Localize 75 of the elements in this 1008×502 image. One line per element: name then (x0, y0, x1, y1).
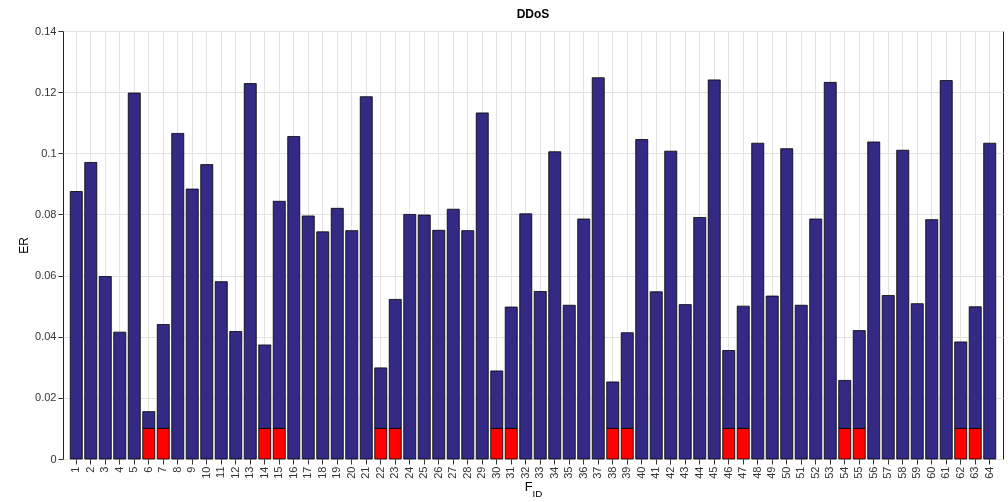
x-tick-label: 64 (982, 466, 995, 479)
x-tick-label: 58 (895, 466, 908, 479)
x-tick-label: 46 (721, 466, 734, 479)
x-tick-label: 8 (170, 466, 183, 473)
x-tick-label: 39 (620, 466, 633, 479)
x-tick-label: 45 (707, 466, 720, 479)
x-tick-label: 51 (794, 466, 807, 479)
x-tick-label: 18 (315, 466, 328, 479)
x-tick-label: 35 (562, 466, 575, 479)
x-tick-label: 63 (968, 466, 981, 479)
x-tick-label: 42 (663, 466, 676, 479)
x-tick-label: 4 (112, 466, 125, 473)
x-tick-label: 3 (98, 466, 111, 473)
x-tick-label: 31 (504, 466, 517, 479)
x-axis-title: F$_{ID}$ (524, 478, 543, 499)
x-tick-label: 60 (924, 466, 937, 479)
x-tick-label: 24 (402, 466, 415, 479)
x-tick-label: 21 (359, 466, 372, 479)
x-tick-label: 47 (736, 466, 749, 479)
chart-title: DDoS (516, 7, 550, 21)
x-tick-label: 27 (446, 466, 459, 479)
y-tick-label: 0.06 (35, 269, 57, 282)
x-tick-label: 38 (605, 466, 618, 479)
y-tick-label: 0.02 (35, 391, 57, 404)
x-tick-label: 19 (330, 466, 343, 479)
x-tick-label: 44 (692, 466, 705, 479)
x-tick-label: 41 (649, 466, 662, 479)
x-tick-label: 5 (127, 466, 140, 473)
x-tick-label: 33 (533, 466, 546, 479)
y-tick-label: 0.04 (35, 330, 57, 343)
x-tick-label: 6 (141, 466, 154, 473)
x-tick-label: 30 (489, 466, 502, 479)
x-tick-label: 26 (431, 466, 444, 479)
x-tick-label: 59 (910, 466, 923, 479)
x-tick-label: 28 (460, 466, 473, 479)
x-tick-label: 16 (286, 466, 299, 479)
x-tick-label: 50 (779, 466, 792, 479)
x-tick-label: 55 (852, 466, 865, 479)
x-tick-label: 57 (881, 466, 894, 479)
x-tick-label: 23 (388, 466, 401, 479)
x-tick-label: 62 (953, 466, 966, 479)
x-tick-label: 1 (69, 466, 82, 473)
x-tick-label: 10 (199, 466, 212, 479)
y-tick-label: 0 (50, 452, 57, 465)
x-tick-label: 9 (185, 466, 198, 473)
x-tick-label: 17 (301, 466, 314, 479)
x-tick-label: 13 (243, 466, 256, 479)
x-tick-label: 14 (257, 466, 270, 479)
y-tick-label: 0.1 (41, 146, 57, 159)
x-tick-label: 20 (344, 466, 357, 479)
x-tick-label: 48 (750, 466, 763, 479)
x-tick-label: 37 (591, 466, 604, 479)
x-tick-label: 54 (837, 466, 850, 479)
x-tick-label: 43 (678, 466, 691, 479)
x-tick-label: 53 (823, 466, 836, 479)
x-tick-label: 34 (547, 466, 560, 479)
x-tick-label: 49 (765, 466, 778, 479)
y-axis-title: ER (17, 236, 32, 254)
x-tick-label: 22 (373, 466, 386, 479)
x-tick-label: 2 (83, 466, 96, 473)
x-tick-label: 56 (866, 466, 879, 479)
y-tick-label: 0.14 (35, 24, 57, 37)
x-tick-label: 40 (634, 466, 647, 479)
x-tick-label: 29 (475, 466, 488, 479)
x-tick-label: 61 (939, 466, 952, 479)
y-tick-label: 0.12 (35, 85, 57, 98)
x-tick-label: 25 (417, 466, 430, 479)
y-tick-label: 0.08 (35, 207, 57, 220)
x-tick-label: 32 (518, 466, 531, 479)
x-tick-label: 52 (808, 466, 821, 479)
x-tick-label: 7 (156, 466, 169, 473)
x-tick-label: 36 (576, 466, 589, 479)
x-tick-label: 11 (214, 466, 227, 478)
x-tick-label: 12 (228, 466, 241, 479)
x-tick-label: 15 (272, 466, 285, 479)
